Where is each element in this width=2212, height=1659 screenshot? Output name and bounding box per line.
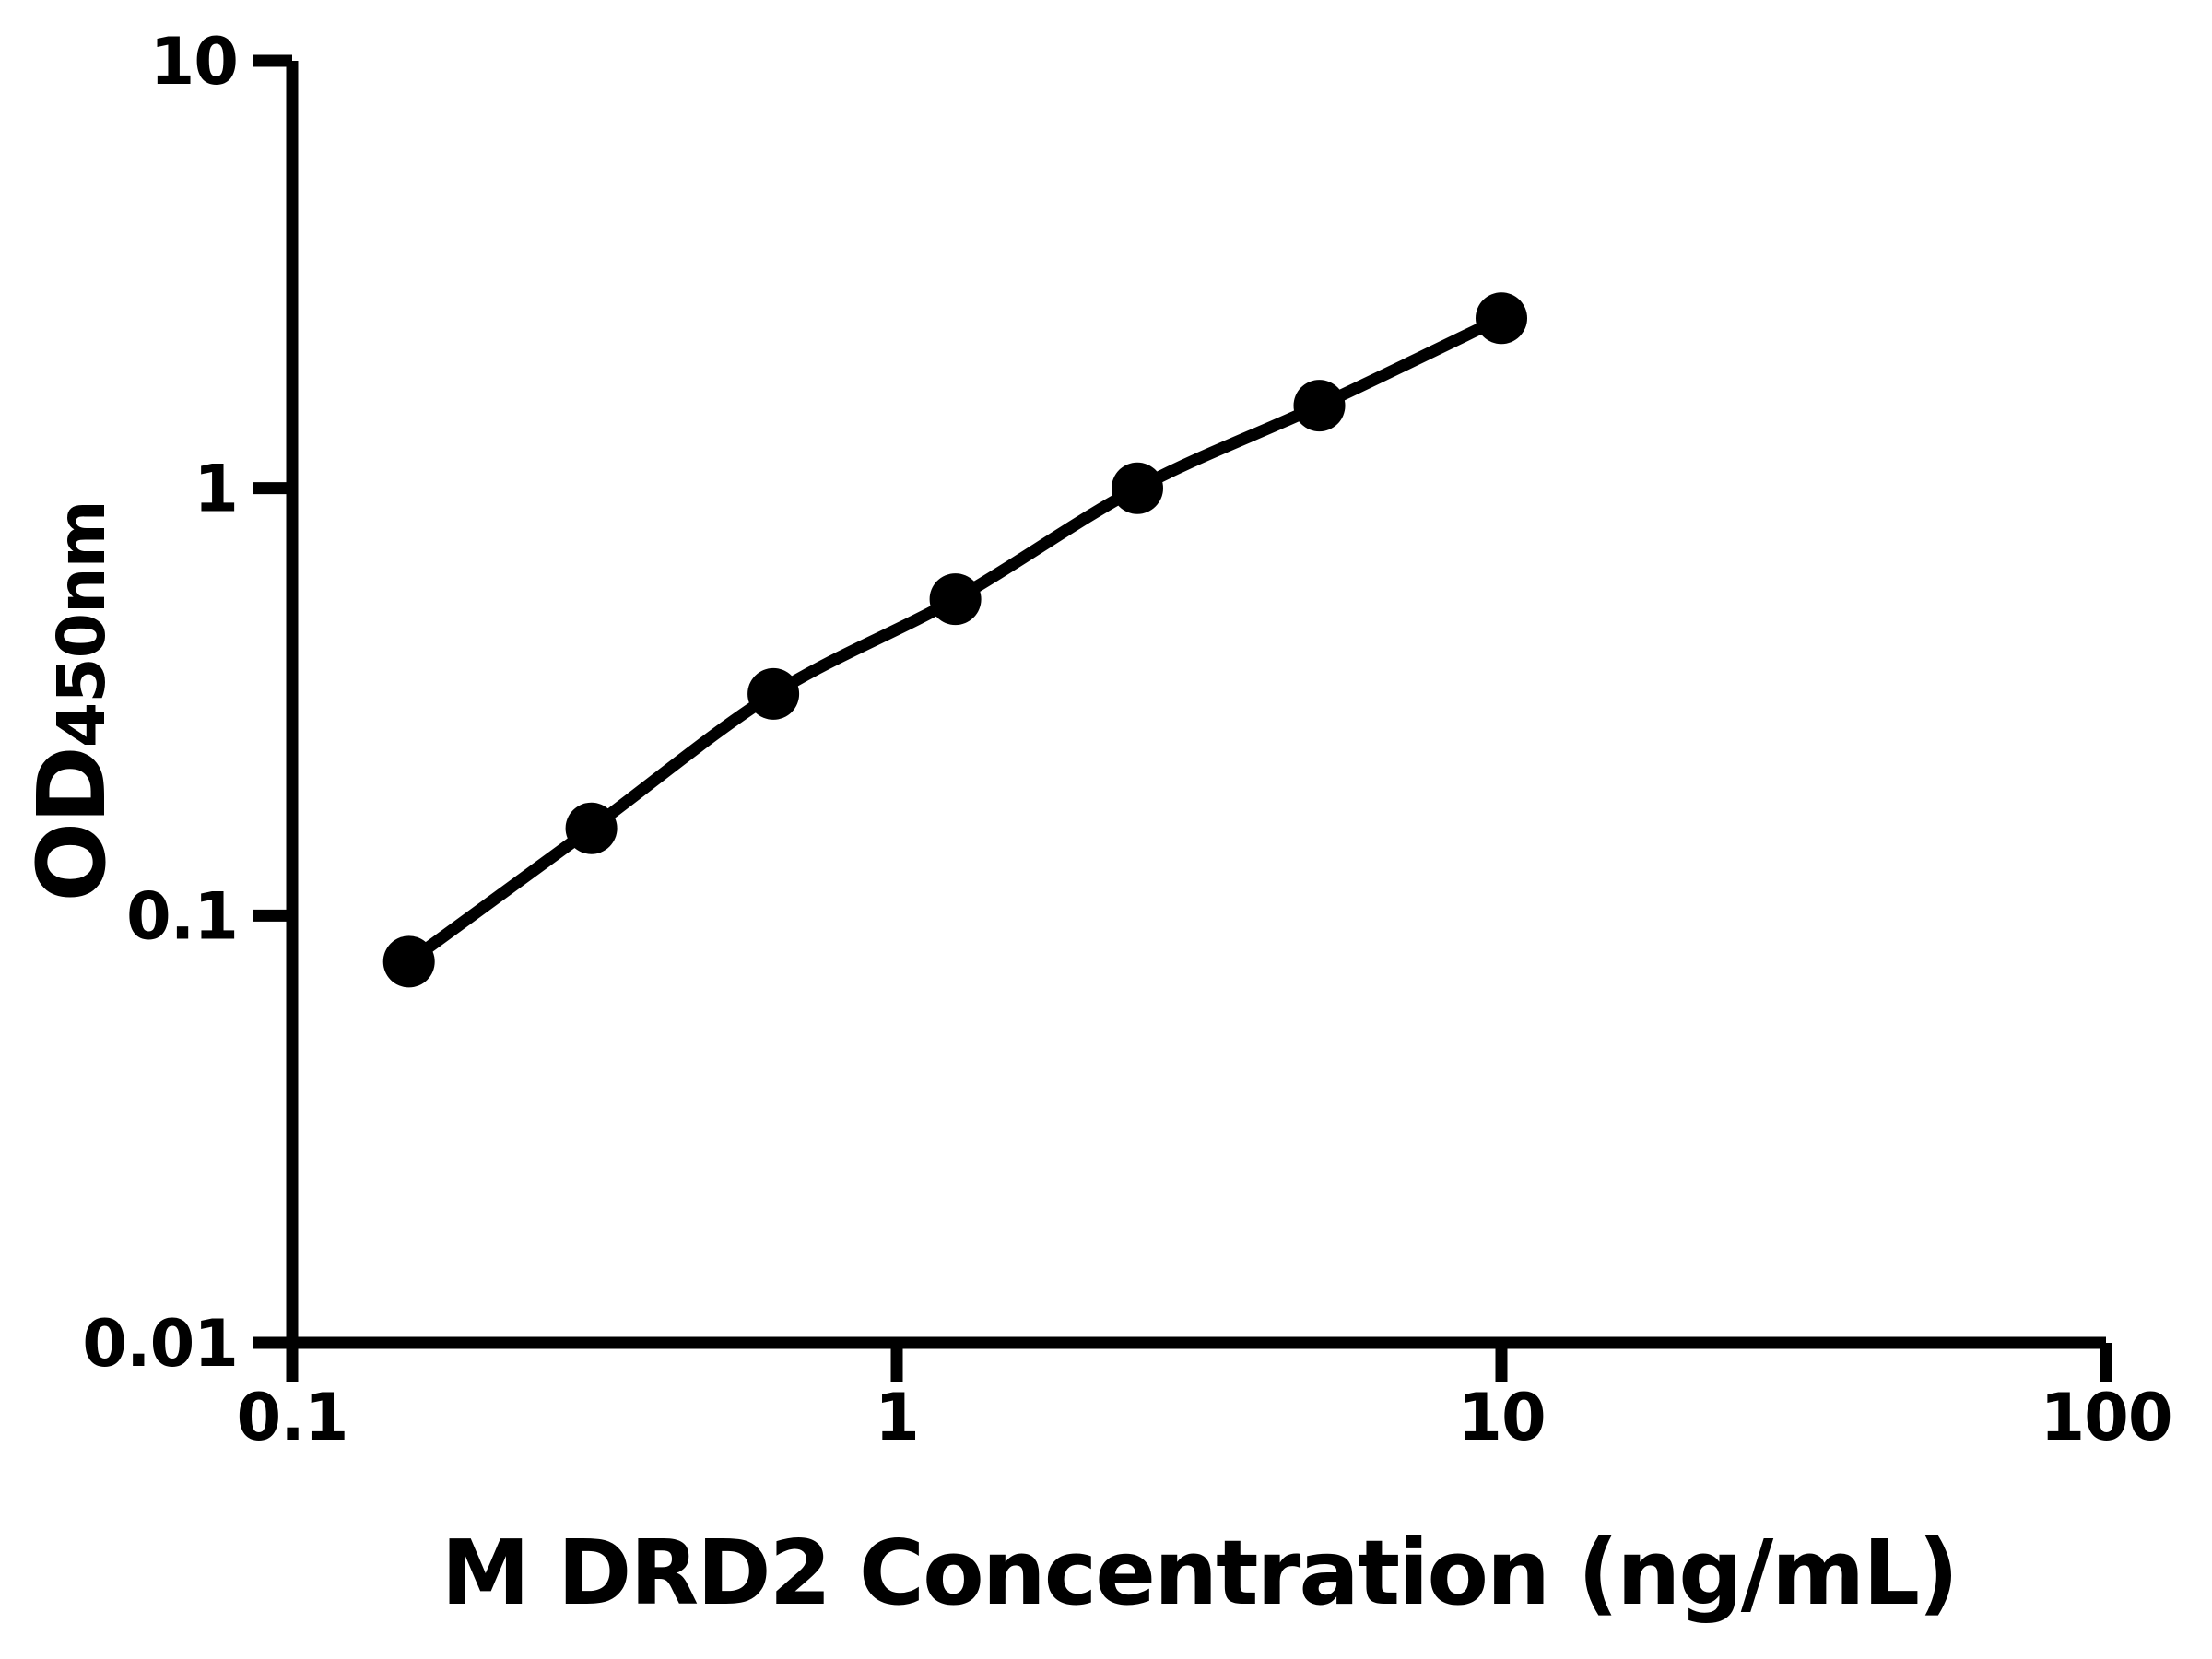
y-tick-label: 0.01 <box>82 1306 238 1382</box>
x-tick-label: 100 <box>2040 1380 2171 1455</box>
data-point-marker <box>929 573 982 626</box>
x-tick-label: 1 <box>875 1380 919 1455</box>
y-tick-label: 0.1 <box>126 878 238 954</box>
data-point-marker <box>1112 462 1163 514</box>
axis-spine <box>286 61 2106 1349</box>
data-points <box>382 292 1527 988</box>
data-point-marker <box>1293 380 1346 432</box>
data-point-marker <box>747 667 800 720</box>
y-tick-label: 10 <box>150 24 238 100</box>
y-axis-title-subscript: 450nm <box>43 500 120 747</box>
data-point-marker <box>382 935 435 988</box>
y-axis-tick-labels: 0.01 0.1 1 10 <box>82 24 239 1382</box>
data-point-marker <box>1476 292 1527 345</box>
y-axis-title-main: OD <box>18 747 127 901</box>
x-axis-tick-labels: 0.1 1 10 100 <box>236 1380 2172 1455</box>
axes <box>286 61 2106 1349</box>
x-axis-title: M DRD2 Concentration (ng/mL) <box>441 1521 1958 1625</box>
data-point-marker <box>565 802 618 854</box>
axis-ticks <box>253 54 2112 1382</box>
x-tick-label: 0.1 <box>236 1380 347 1455</box>
x-tick-label: 10 <box>1457 1380 1545 1455</box>
y-axis-title: OD450nm <box>18 500 127 901</box>
y-tick-label: 1 <box>194 452 238 527</box>
